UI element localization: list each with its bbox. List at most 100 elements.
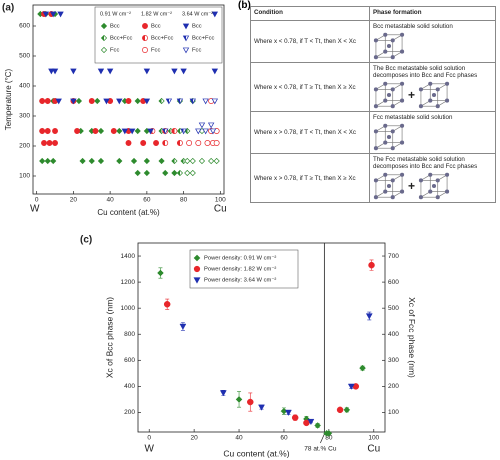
data-point	[88, 98, 95, 104]
data-point	[158, 157, 165, 165]
data-point	[55, 98, 62, 105]
data-point	[143, 68, 151, 75]
data-point	[97, 68, 105, 75]
phase-cell: Fcc metastable solid solution	[369, 111, 496, 154]
data-point	[103, 98, 110, 105]
crystal-icon	[373, 172, 405, 200]
phase-table: Condition Phase formation Where x < 0.78,…	[250, 6, 496, 203]
data-point	[41, 140, 47, 146]
data-point	[209, 128, 217, 135]
data-point	[195, 140, 202, 146]
data-point	[195, 128, 202, 135]
data-point	[189, 98, 196, 105]
data-point	[50, 157, 57, 165]
data-point	[116, 98, 123, 105]
legend-label: Fcc	[110, 48, 119, 54]
condition: Where x > 0.78, if T ≥ Tt, then X ≥ Xc	[250, 153, 370, 203]
data-point	[314, 422, 321, 429]
x-tick-label: 60	[280, 435, 288, 442]
data-point	[50, 11, 57, 18]
data-point	[134, 97, 141, 105]
data-point	[52, 140, 58, 146]
x-end-label: W	[145, 444, 155, 455]
legend-label: Power density: 3.64 W cm⁻²	[204, 278, 276, 284]
x-end-label: W	[30, 204, 40, 215]
data-point	[208, 157, 215, 165]
data-point	[125, 98, 132, 104]
data-point	[79, 157, 86, 165]
x-tick-label: 40	[107, 197, 115, 204]
data-point	[74, 128, 81, 134]
crystal-icon	[373, 123, 405, 151]
data-point	[204, 140, 211, 146]
x-tick-label: 60	[143, 197, 151, 204]
y-tick-label: 100	[19, 173, 30, 180]
data-point	[171, 128, 178, 134]
legend-label: Bcc	[192, 24, 202, 30]
data-point	[176, 169, 184, 177]
legend-marker	[142, 47, 148, 53]
data-point	[44, 128, 51, 134]
data-point	[184, 169, 191, 177]
data-point	[128, 128, 136, 135]
panel-label: (c)	[80, 235, 92, 246]
crystal-icon	[373, 81, 405, 109]
x-tick-label: 80	[180, 197, 188, 204]
x-tick-label: 20	[70, 197, 78, 204]
data-point	[202, 128, 209, 135]
phase: The Bcc metastable solid solution decomp…	[373, 65, 478, 79]
data-point	[202, 98, 209, 105]
crystal-icon	[418, 81, 450, 109]
legend-marker	[100, 22, 108, 30]
data-point	[39, 128, 46, 134]
data-point	[336, 406, 344, 414]
y-tick-label: 600	[124, 357, 135, 364]
y2-tick-label: 100	[388, 409, 399, 416]
data-point	[307, 418, 315, 426]
y-tick-label: 200	[19, 143, 30, 150]
plus-icon: +	[408, 179, 416, 193]
data-point	[258, 404, 265, 411]
data-point	[44, 157, 51, 165]
y2-tick-label: 600	[388, 279, 399, 286]
phase: The Fcc metastable solid solution decomp…	[373, 156, 478, 170]
row: Where x > 0.78, if T ≥ Tt, then X ≥ Xc Th…	[250, 153, 496, 203]
x-tick-label: 80	[325, 435, 333, 442]
data-point	[365, 313, 373, 320]
y2-tick-label: 500	[388, 305, 399, 312]
data-point	[94, 97, 101, 105]
legend-label: Power density: 0.91 W cm⁻²	[204, 256, 276, 262]
data-point	[97, 157, 105, 165]
x-end-label: Cu	[214, 204, 227, 215]
legend-marker	[100, 46, 108, 54]
legend-box	[94, 6, 223, 64]
data-point	[75, 97, 83, 105]
condition: Where x > 0.78, if T < Tt, then X < Xc	[250, 111, 370, 154]
legend-label: Bcc	[110, 24, 120, 30]
panel-label: (b)	[238, 0, 251, 11]
legend-label: Bcc+Fcc	[192, 36, 214, 42]
legend-marker	[182, 23, 190, 30]
panel-label: (a)	[2, 3, 14, 14]
data-point	[39, 157, 46, 165]
plot-frame	[32, 4, 225, 195]
data-point	[134, 169, 141, 177]
data-point	[46, 140, 53, 146]
data-point	[116, 127, 123, 135]
data-point	[44, 98, 51, 104]
data-point	[198, 122, 206, 129]
condition: Where x < 0.78, if T ≥ Tt, then X ≥ Xc	[250, 62, 370, 112]
data-point	[48, 68, 55, 75]
data-point	[171, 157, 178, 165]
y2-tick-label: 200	[388, 383, 399, 390]
data-point	[207, 122, 215, 129]
header-cell: Phase formation	[369, 6, 496, 21]
y-tick-label: 1200	[121, 279, 136, 286]
y-tick-label: 500	[19, 53, 30, 60]
legend-group-title: 3.64 W cm⁻²	[182, 11, 213, 17]
data-point	[153, 140, 159, 146]
x-axis-title: Cu content (at.%)	[97, 208, 160, 217]
y-tick-label: 300	[19, 113, 30, 120]
y2-axis-title: Xc of Fcc phase (nm)	[407, 297, 417, 378]
